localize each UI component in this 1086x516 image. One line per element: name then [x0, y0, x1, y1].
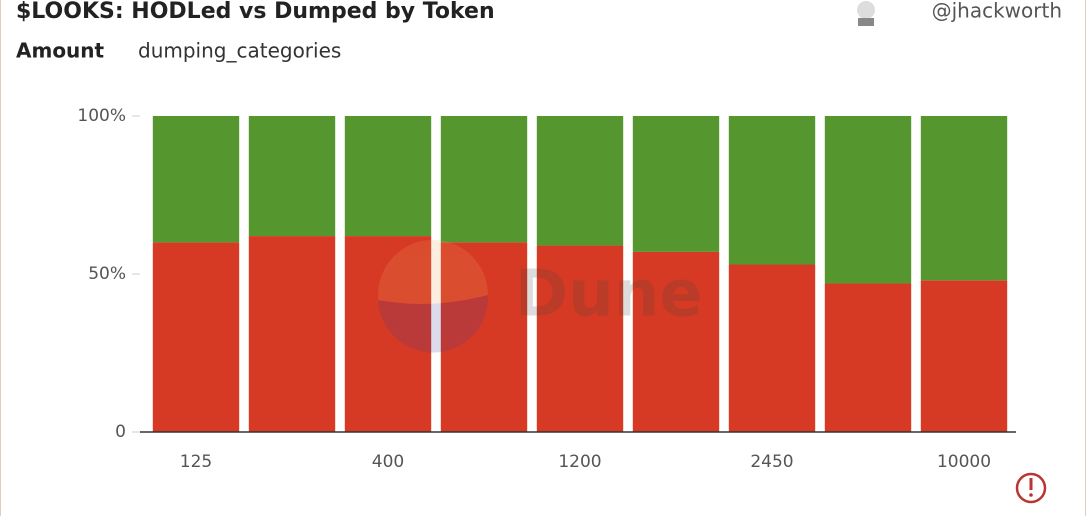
bar-segment: [440, 116, 528, 243]
bar-segment: [152, 116, 240, 243]
watermark-text: Dune: [515, 258, 703, 332]
bar-segment: [920, 280, 1008, 432]
y-tick-label: 100%: [77, 106, 126, 126]
x-tick-label: 125: [180, 452, 212, 472]
series-field: dumping_categories: [138, 39, 341, 63]
x-tick-label: 400: [372, 452, 404, 472]
x-tick-label: 10000: [937, 452, 991, 472]
bar-segment: [632, 116, 720, 252]
watermark: Dune: [378, 240, 703, 353]
y-tick-label: 0: [115, 422, 126, 442]
bar-segment: [248, 236, 336, 432]
bar-segment: [536, 245, 624, 432]
watermark-logo-part: [378, 295, 489, 353]
author-avatar: [857, 1, 875, 26]
bar-segment: [728, 264, 816, 432]
y-tick-label: 50%: [88, 264, 126, 284]
bar-segment: [152, 242, 240, 432]
bar-segment: [920, 116, 1008, 281]
warning-icon[interactable]: [1015, 472, 1047, 504]
bar-segment: [344, 116, 432, 237]
watermark-logo: [378, 240, 488, 350]
subtitle: Amount: [16, 39, 105, 63]
x-tick-label: 1200: [558, 452, 601, 472]
bar-segment: [536, 116, 624, 246]
bar-segment: [728, 116, 816, 265]
bar-segment: [344, 236, 432, 432]
chart-title: $LOOKS: HODLed vs Dumped by Token: [16, 0, 495, 24]
bar-segment: [632, 251, 720, 432]
bar-segment: [824, 283, 912, 432]
author: @jhackworth: [932, 0, 1062, 23]
bar-segment: [824, 116, 912, 284]
x-tick-label: 2450: [750, 452, 793, 472]
bar-segment: [440, 242, 528, 432]
bar-segment: [248, 116, 336, 237]
